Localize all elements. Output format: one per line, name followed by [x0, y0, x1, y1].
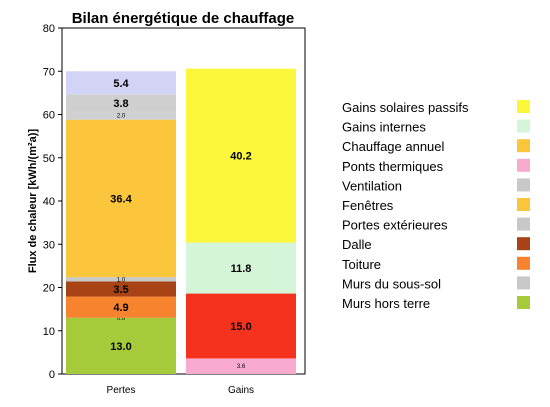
legend-swatch [517, 119, 530, 133]
data-label: 15.0 [230, 321, 251, 333]
legend-item-label: Ponts thermiques [342, 159, 444, 174]
y-tick-label: 50 [43, 153, 55, 165]
data-label: 1.0 [117, 277, 126, 283]
legend-swatch [517, 178, 530, 192]
legend-item-label: Dalle [342, 237, 372, 252]
y-axis-label: Flux de chaleur [kWh/(m²a)] [27, 129, 39, 274]
legend-swatch [517, 198, 530, 211]
legend-item-label: Toiture [342, 257, 381, 272]
legend-item-label: Fenêtres [342, 198, 394, 213]
y-tick-label: 40 [43, 196, 55, 208]
legend-item-label: Chauffage annuel [342, 139, 445, 154]
bar-segment [66, 317, 176, 374]
legend-swatch [517, 158, 530, 172]
legend-item-label: Murs du sous-sol [342, 276, 441, 291]
bar-segment [66, 119, 176, 278]
data-label: 13.0 [110, 341, 131, 353]
legend-swatch [517, 237, 530, 251]
bar-segment [66, 111, 176, 120]
bar-segment [186, 242, 296, 294]
y-tick-label: 10 [43, 326, 55, 338]
bar-segment [66, 71, 176, 95]
data-label: 3.8 [113, 98, 128, 110]
y-tick-label: 70 [43, 66, 55, 78]
bar-segment [66, 94, 176, 112]
legend-item-label: Portes extérieures [342, 218, 448, 233]
data-label: 3.6 [237, 364, 246, 370]
data-label: 11.8 [231, 263, 252, 275]
legend-swatch [517, 217, 530, 231]
y-tick-label: 30 [43, 239, 55, 251]
data-label: 0.0 [117, 316, 126, 322]
legend-item-label: Ventilation [342, 178, 402, 193]
chart-title: Bilan énergétique de chauffage [72, 10, 295, 27]
bar-segment [186, 293, 296, 359]
legend: Gains solaires passifs Gains internes Chau… [342, 100, 530, 311]
legend-item-label: Gains internes [342, 120, 426, 135]
bar-segment [66, 277, 176, 282]
x-category-label: Pertes [107, 385, 136, 396]
data-label: 4.9 [113, 302, 128, 314]
y-tick-label: 20 [43, 283, 55, 295]
bar-segment [66, 281, 176, 297]
data-label: 3.5 [113, 284, 128, 296]
legend-item-label: Gains solaires passifs [342, 100, 469, 115]
bar-segment [66, 296, 176, 318]
legend-swatch [517, 256, 530, 270]
legend-swatch [517, 276, 530, 290]
data-label: 40.2 [230, 151, 251, 163]
x-category-label: Gains [228, 385, 254, 396]
legend-swatch [517, 139, 530, 153]
data-label: 2.0 [117, 113, 126, 119]
y-tick-label: 60 [43, 110, 55, 122]
plot-area: 0 10 20 30 40 50 60 70 80 13.0 0.0 4.9 3.51.0 36.4 2.0… [43, 23, 306, 396]
legend-item-label: Murs hors terre [342, 296, 430, 311]
data-label: 36.4 [110, 193, 132, 205]
y-tick-label: 80 [43, 23, 55, 35]
data-label: 5.4 [113, 78, 129, 90]
y-tick-label: 0 [49, 369, 55, 381]
bar-segment [186, 358, 296, 374]
legend-swatch [517, 100, 530, 113]
bar-segment [186, 68, 296, 243]
legend-swatch [517, 296, 530, 309]
